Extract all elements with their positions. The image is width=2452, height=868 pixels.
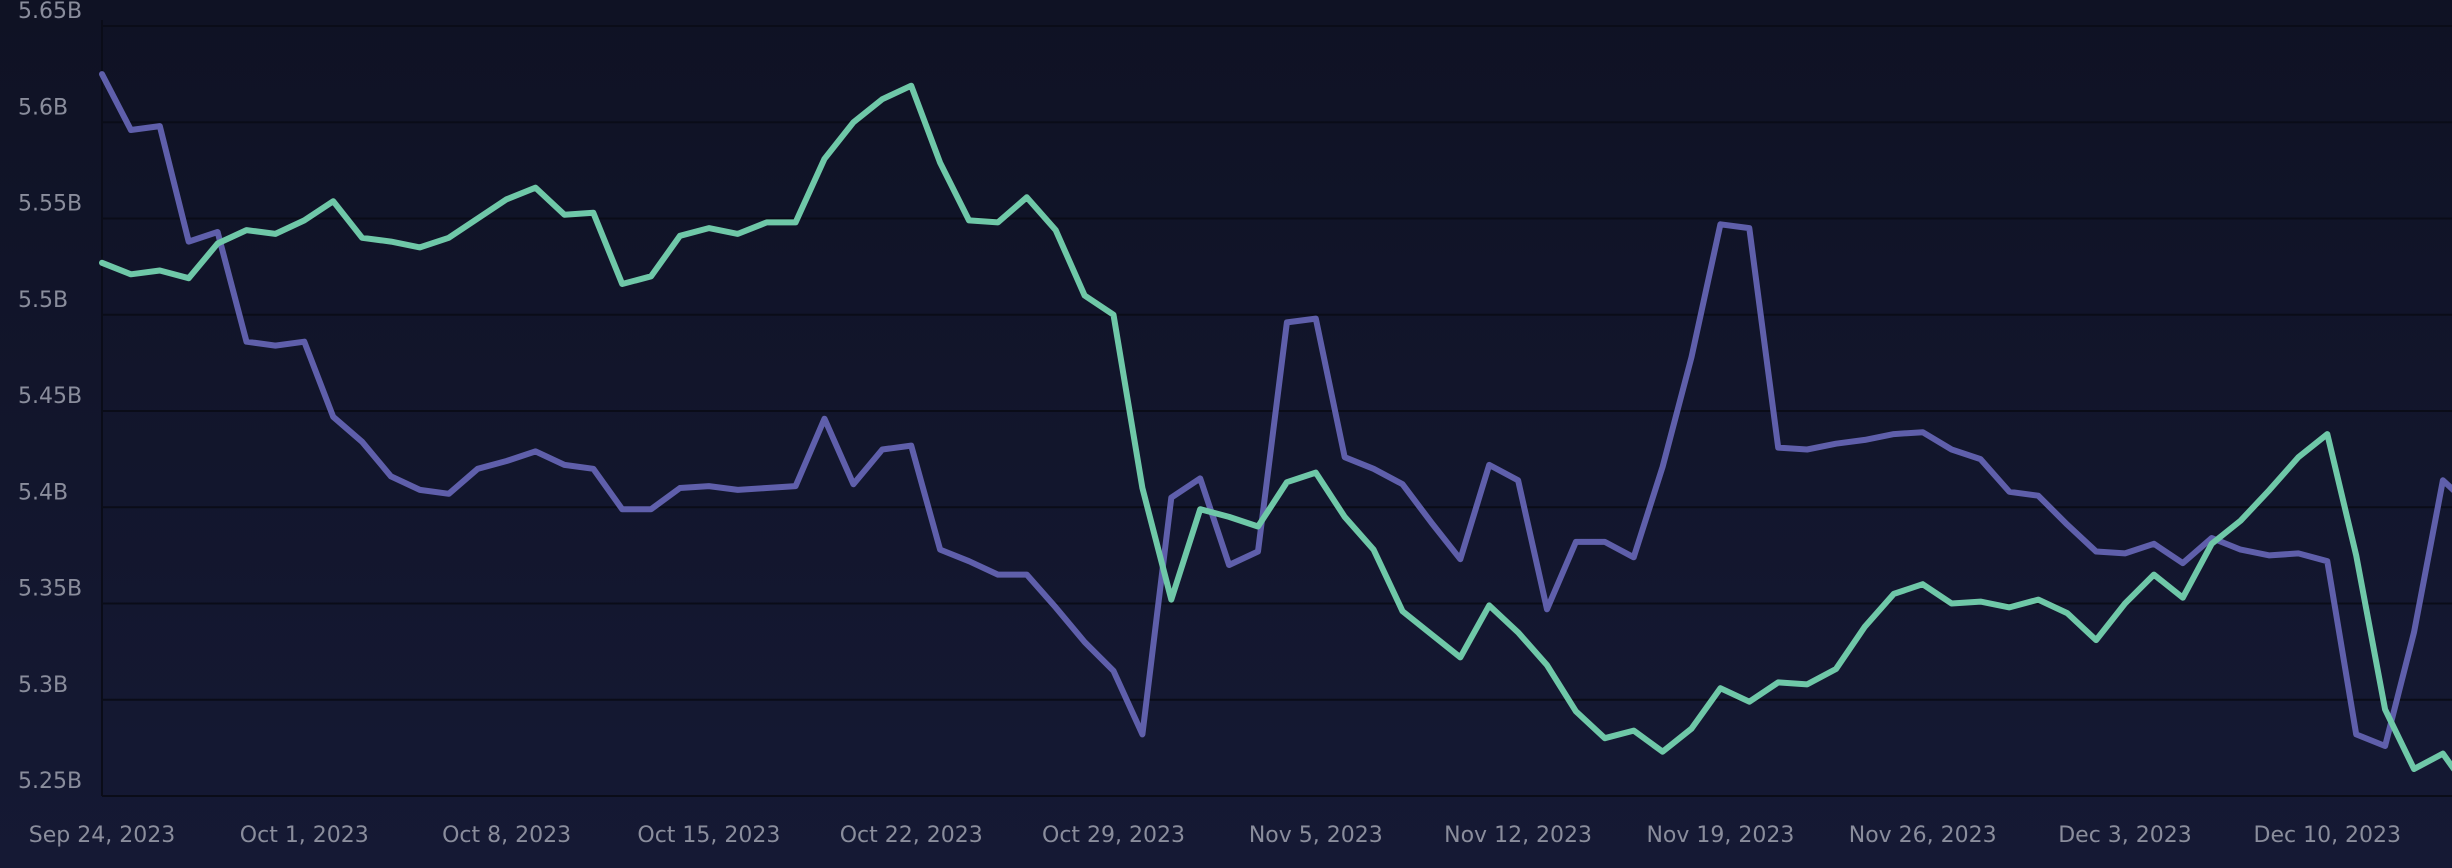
x-tick-label: Oct 8, 2023: [442, 823, 571, 848]
x-axis-tick-labels: Sep 24, 2023 Oct 1, 2023 Oct 8, 2023 Oct 15…: [29, 823, 2402, 848]
y-tick-label: 5.25B: [18, 769, 82, 794]
series-line-1: [99, 71, 2452, 749]
series-line-2: [99, 82, 2452, 772]
y-tick-label: 5.55B: [18, 192, 82, 217]
x-tick-label: Nov 5, 2023: [1249, 823, 1383, 848]
x-tick-label: Nov 26, 2023: [1849, 823, 1997, 848]
y-tick-label: 5.6B: [18, 95, 68, 120]
y-axis-tick-labels: 5.25B 5.3B 5.35B 5.4B 5.45B 5.5B 5.55B 5.6B 5.65…: [18, 0, 82, 794]
x-tick-label: Nov 12, 2023: [1444, 823, 1592, 848]
y-tick-label: 5.35B: [18, 577, 82, 602]
x-tick-label: Sep 24, 2023: [29, 823, 175, 848]
x-tick-label: Nov 19, 2023: [1646, 823, 1794, 848]
x-tick-label: Oct 15, 2023: [637, 823, 780, 848]
y-tick-label: 5.3B: [18, 673, 68, 698]
x-tick-label: Oct 29, 2023: [1042, 823, 1185, 848]
y-tick-label: 5.5B: [18, 288, 68, 313]
x-tick-label: Dec 3, 2023: [2058, 823, 2192, 848]
x-tick-label: Dec 10, 2023: [2254, 823, 2402, 848]
series-lines: [99, 71, 2452, 772]
x-tick-label: Oct 1, 2023: [240, 823, 369, 848]
y-tick-label: 5.4B: [18, 480, 68, 505]
x-tick-label: Oct 22, 2023: [840, 823, 983, 848]
y-tick-label: 5.45B: [18, 384, 82, 409]
y-tick-label: 5.65B: [18, 0, 82, 24]
